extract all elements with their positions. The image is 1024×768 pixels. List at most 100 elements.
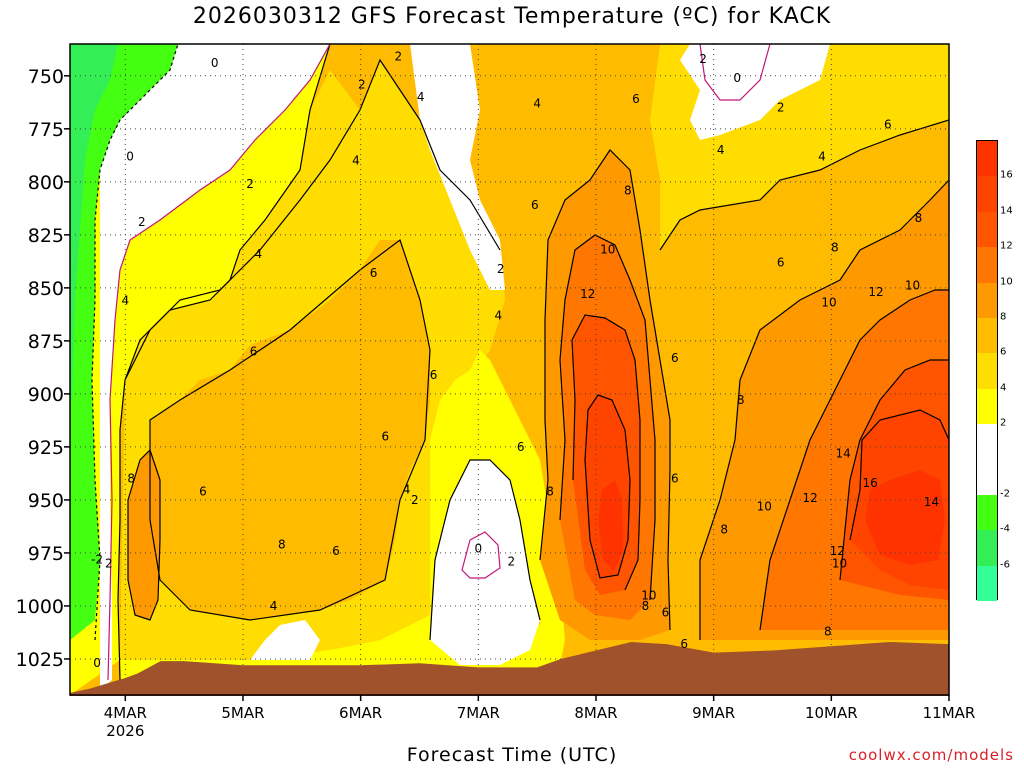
contour-label: 2 xyxy=(105,557,113,571)
contour-label: 4 xyxy=(533,96,541,110)
contour-label: 4 xyxy=(417,90,425,104)
fill-band-white-topleft xyxy=(100,44,330,690)
contour-label: 2 xyxy=(246,177,254,191)
colorbar-label: 6 xyxy=(1000,346,1007,358)
contour-label: 8 xyxy=(642,599,650,613)
colorbar-segment xyxy=(977,282,997,318)
contour-label: 4 xyxy=(121,294,129,308)
fill-band-white-mid xyxy=(430,460,540,665)
x-tick-label: 5MAR xyxy=(221,704,264,722)
contour-label: 10 xyxy=(821,296,836,310)
contour-label: 6 xyxy=(671,472,679,486)
x-tick-label: 9MAR xyxy=(692,704,735,722)
contour-line-8-early xyxy=(127,448,161,621)
colorbar-label: 4 xyxy=(1000,382,1007,394)
contour-label: 0 xyxy=(733,71,741,85)
colorbar-segment xyxy=(977,494,997,531)
contour-label: 6 xyxy=(250,344,258,358)
contour-label: 6 xyxy=(332,544,340,558)
contour-label: 6 xyxy=(382,429,390,443)
contour-label: 6 xyxy=(430,368,438,382)
contour-line-14-right xyxy=(849,409,949,541)
fill-band-8-10-early xyxy=(128,450,160,620)
contour-line-4-left xyxy=(124,58,501,381)
contour-label: 0 xyxy=(211,56,219,70)
contour-label: 2 xyxy=(394,50,402,64)
colorbar-label: 2 xyxy=(1000,417,1007,429)
y-tick-label: 900 xyxy=(28,384,64,406)
contour-label: 2 xyxy=(497,262,505,276)
colorbar-label: 10 xyxy=(1000,276,1013,288)
fill-band-2-4-mid xyxy=(430,350,565,670)
contour-line-neg2-left xyxy=(91,44,179,641)
y-tick-label: 775 xyxy=(28,119,64,141)
contour-label: 6 xyxy=(671,351,679,365)
contour-label: 14 xyxy=(835,446,850,460)
x-tick-label: 11MAR xyxy=(923,704,976,722)
y-tick-label: 950 xyxy=(28,490,64,512)
contour-label: 4 xyxy=(495,308,503,322)
contour-label: 0 xyxy=(474,542,482,556)
plot-frame xyxy=(69,43,950,696)
x-tick-sublabel: 2026 xyxy=(106,722,144,740)
contour-label: 12 xyxy=(580,287,595,301)
y-tick-label: 825 xyxy=(28,225,64,247)
contour-label: 8 xyxy=(915,211,923,225)
y-tick-label: 975 xyxy=(28,543,64,565)
contour-label: 2 xyxy=(138,215,146,229)
colorbar-segment xyxy=(977,317,997,354)
colorbar-segment xyxy=(977,530,997,566)
contour-line-zero-left xyxy=(107,44,331,681)
contour-label: 8 xyxy=(824,624,832,638)
contour-label: 2 xyxy=(777,101,785,115)
contour-label: 8 xyxy=(127,472,135,486)
y-tick-label: 850 xyxy=(28,278,64,300)
colorbar-label: 8 xyxy=(1000,311,1007,323)
colorbar-label: -6 xyxy=(1000,559,1010,571)
contour-label: 16 xyxy=(863,476,878,490)
contour-label: 4 xyxy=(403,482,411,496)
contour-label: 10 xyxy=(600,243,615,257)
credit-text: coolwx.com/models xyxy=(848,746,1014,764)
contour-label: 0 xyxy=(93,656,101,670)
colorbar-segment xyxy=(977,247,997,283)
contour-line-2-mid xyxy=(429,459,541,641)
contour-label: 8 xyxy=(546,484,554,498)
contour-label: 10 xyxy=(832,557,847,571)
y-tick-label: 800 xyxy=(28,172,64,194)
contour-label: -2 xyxy=(91,552,103,566)
contour-label: 4 xyxy=(254,247,262,261)
contour-label: 2 xyxy=(507,554,515,568)
fill-band-white-bottom-patch xyxy=(250,620,320,660)
contour-label: 8 xyxy=(720,523,728,537)
contour-line-10-right xyxy=(759,289,949,631)
contour-label: 6 xyxy=(662,605,670,619)
chart-title: 2026030312 GFS Forecast Temperature (ºC)… xyxy=(192,4,832,29)
colorbar xyxy=(976,140,998,601)
contour-label: 4 xyxy=(818,149,826,163)
x-tick-label: 8MAR xyxy=(574,704,617,722)
x-tick-label: 4MAR xyxy=(104,704,147,722)
y-tick-label: 925 xyxy=(28,437,64,459)
y-tick-label: 1000 xyxy=(16,596,64,618)
contour-label: 10 xyxy=(905,279,920,293)
colorbar-segment xyxy=(977,176,997,212)
x-axis-label: Forecast Time (UTC) xyxy=(406,744,618,766)
fill-band-6-8-left xyxy=(150,240,430,620)
contour-label: 10 xyxy=(641,588,656,602)
contour-label: 6 xyxy=(531,198,539,212)
y-tick-label: 1025 xyxy=(16,649,64,671)
fill-band-16-18-right xyxy=(865,470,945,565)
contour-line-12-right xyxy=(839,359,949,581)
contour-line-zero-mid xyxy=(461,531,501,579)
contour-label: 8 xyxy=(278,537,286,551)
y-tick-label: 750 xyxy=(28,66,64,88)
contour-label: 8 xyxy=(624,183,632,197)
contour-label: 14 xyxy=(924,495,939,509)
contour-line-2-left xyxy=(117,44,331,681)
contour-line-14-8mar xyxy=(584,394,631,579)
contour-label: 12 xyxy=(868,285,883,299)
colorbar-segment xyxy=(977,388,997,425)
colorbar-label: 12 xyxy=(1000,240,1013,252)
